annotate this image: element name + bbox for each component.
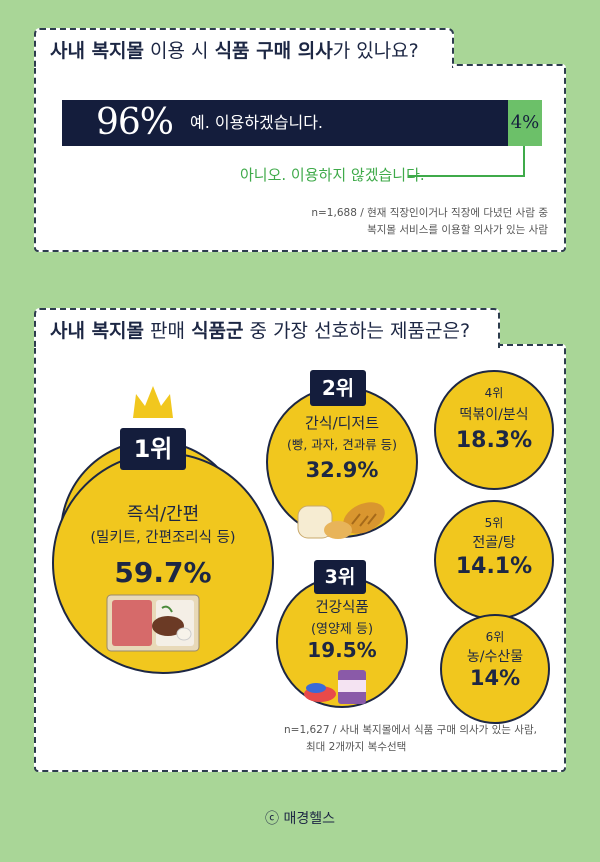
rank-3-name: 건강식품 bbox=[315, 600, 369, 616]
rank-1-circle-main: 즉석/간편 (밀키트, 간편조리식 등) 59.7% bbox=[52, 452, 274, 674]
sample-note-2: n=1,627 / 사내 복지몰에서 식품 구매 의사가 있는 사람, 최대 2… bbox=[284, 722, 537, 756]
rank-4-name: 떡볶이/분식 bbox=[459, 407, 529, 423]
title-1-normal-a: 이용 시 bbox=[144, 40, 215, 62]
rank-5-circle: 5위 전골/탕 14.1% bbox=[434, 500, 554, 620]
rank-6-name: 농/수산물 bbox=[466, 649, 524, 665]
rank-6-circle: 6위 농/수산물 14% bbox=[440, 614, 550, 724]
rank-2-circle: 간식/디저트 (빵, 과자, 견과류 등) 32.9% bbox=[266, 386, 418, 538]
sample-note-1: n=1,688 / 현재 직장인이거나 직장에 다녔던 사람 중 복지몰 서비스… bbox=[311, 205, 548, 239]
meal-kit-icon bbox=[106, 594, 200, 652]
sample-note-2-line-1: n=1,627 / 사내 복지몰에서 식품 구매 의사가 있는 사람, bbox=[284, 724, 537, 736]
bar-no bbox=[508, 100, 542, 146]
rank-5-rank: 5위 bbox=[484, 516, 504, 530]
rank-2-detail: (빵, 과자, 견과류 등) bbox=[286, 437, 398, 452]
rank-4-rank: 4위 bbox=[484, 386, 504, 400]
supplement-icon bbox=[304, 670, 366, 704]
title-2-bold-a: 사내 복지몰 bbox=[50, 320, 145, 342]
sample-note-1-line-1: n=1,688 / 현재 직장인이거나 직장에 다녔던 사람 중 bbox=[311, 207, 548, 219]
section-1-title: 사내 복지몰 이용 시 식품 구매 의사가 있나요? bbox=[34, 28, 454, 68]
bread-icon bbox=[297, 502, 385, 539]
bar-no-value-label: 4% bbox=[510, 112, 540, 133]
rank-1-value: 59.7% bbox=[114, 556, 212, 589]
title-2-bold-b: 식품군 bbox=[191, 320, 244, 342]
bar-no-category-label: 아니오. 이용하지 않겠습니다. bbox=[240, 166, 425, 184]
bar-yes-category-label: 예. 이용하겠습니다. bbox=[190, 113, 324, 132]
bar-yes bbox=[62, 100, 542, 146]
sample-note-1-line-2: 복지몰 서비스를 이용할 의사가 있는 사람 bbox=[367, 224, 548, 236]
title-1-bold-b: 식품 구매 의사 bbox=[214, 40, 333, 62]
title-2-normal-a: 판매 bbox=[144, 320, 192, 342]
rank-2-value: 32.9% bbox=[305, 458, 379, 482]
sample-note-2-line-2: 최대 2개까지 복수선택 bbox=[306, 741, 407, 753]
bar-no-connector-vertical bbox=[523, 146, 525, 176]
rank-1-name: 즉석/간편 bbox=[126, 504, 200, 525]
rank-5-value: 14.1% bbox=[455, 554, 533, 579]
title-1-bold-a: 사내 복지몰 bbox=[50, 40, 145, 62]
rank-1-badge: 1위 bbox=[120, 428, 186, 470]
bar-yes-value-label: 96% bbox=[96, 102, 174, 143]
title-2-normal-b: 중 가장 선호하는 제품군은? bbox=[243, 320, 471, 342]
rank-3-badge: 3위 bbox=[314, 560, 366, 594]
rank-4-value: 18.3% bbox=[455, 428, 533, 453]
rank-3-value: 19.5% bbox=[307, 638, 377, 662]
rank-2-name: 간식/디저트 bbox=[304, 414, 380, 432]
rank-3-circle: 건강식품 (영양제 등) 19.5% bbox=[276, 576, 408, 708]
rank-6-rank: 6위 bbox=[485, 630, 505, 644]
title-1-normal-b: 가 있나요? bbox=[332, 40, 419, 62]
section-2-title: 사내 복지몰 판매 식품군 중 가장 선호하는 제품군은? bbox=[34, 308, 500, 348]
survey-panel-1 bbox=[34, 64, 566, 252]
rank-5-name: 전골/탕 bbox=[472, 535, 516, 551]
copyright-text: ⓒ 매경헬스 bbox=[265, 811, 335, 827]
rank-1-detail: (밀키트, 간편조리식 등) bbox=[90, 530, 236, 546]
rank-2-badge: 2위 bbox=[310, 370, 366, 406]
rank-6-value: 14% bbox=[469, 666, 521, 690]
crown-icon bbox=[133, 386, 173, 418]
rank-3-detail: (영양제 등) bbox=[310, 622, 374, 637]
bar-no-connector-horizontal bbox=[408, 175, 525, 177]
rank-4-circle: 4위 떡볶이/분식 18.3% bbox=[434, 370, 554, 490]
